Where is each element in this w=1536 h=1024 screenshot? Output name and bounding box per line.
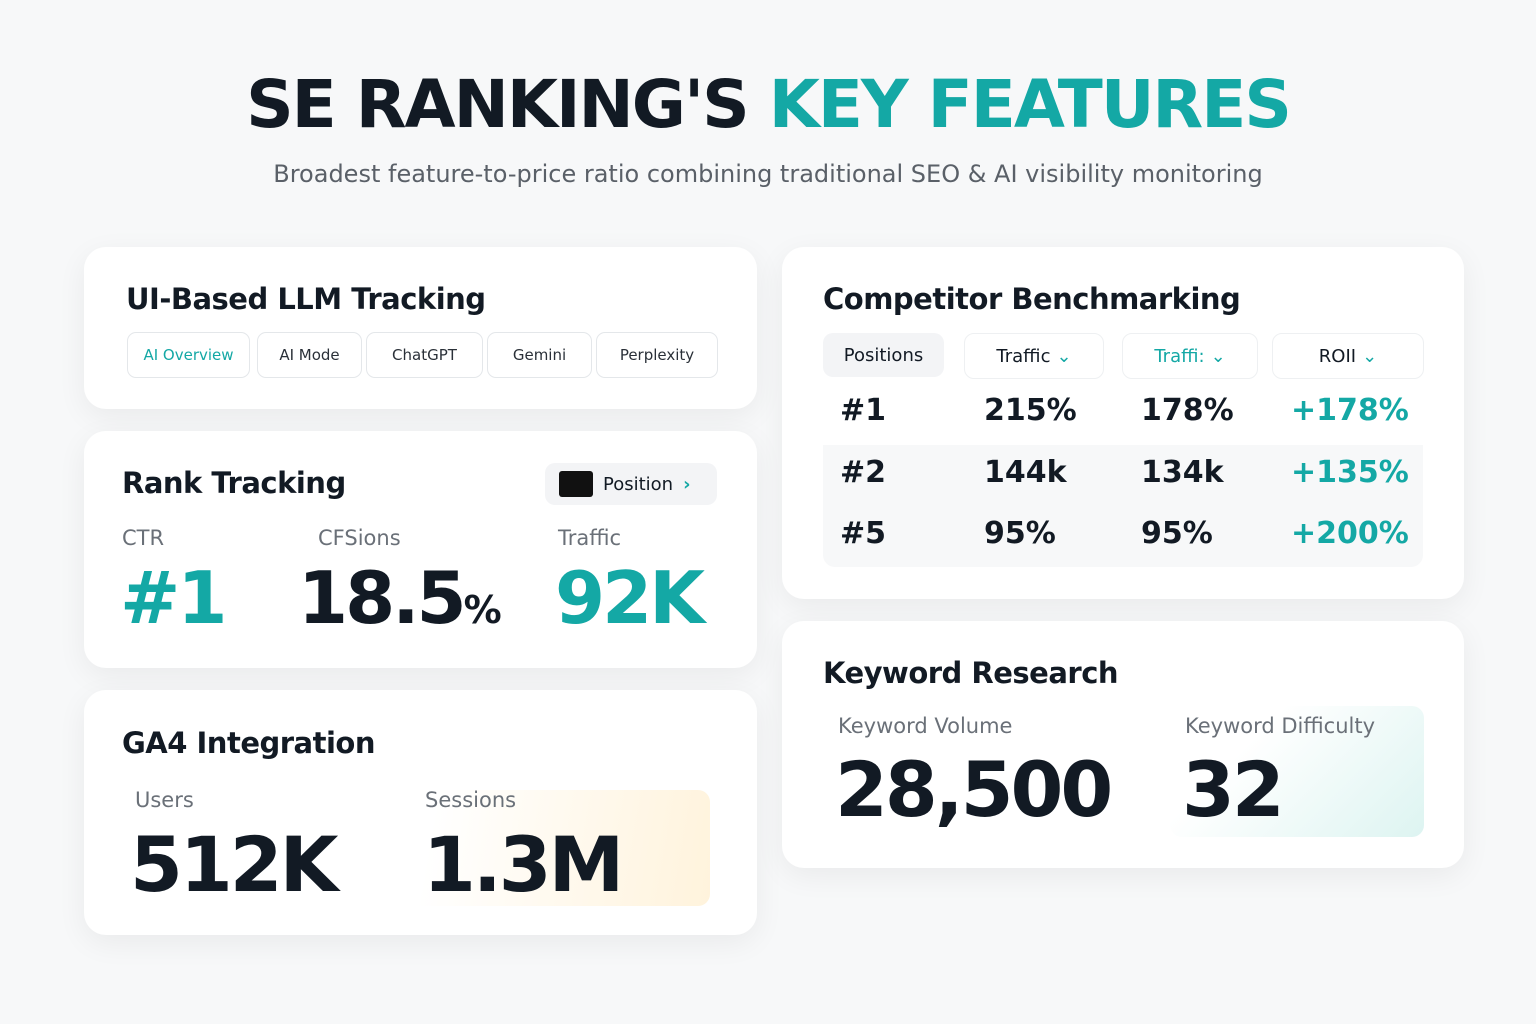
column-header[interactable]: Positions (823, 333, 944, 377)
table-cell: +178% (1291, 393, 1409, 428)
metric-value: 1.3M (423, 820, 624, 909)
table-cell: #2 (840, 455, 887, 490)
button-label: Position (603, 473, 674, 495)
chevron: › (683, 473, 691, 495)
column-header[interactable]: Traffic ⌄ (964, 333, 1104, 379)
chevron: ⌄ (1362, 345, 1378, 367)
table-cell: 144k (984, 455, 1067, 490)
tab-label: AI Overview (143, 346, 234, 364)
card-title: Keyword Research (823, 656, 1119, 690)
header-label: Traffic (996, 345, 1051, 367)
chevron: ⌄ (1210, 345, 1226, 367)
metric-label: Users (135, 788, 194, 812)
card-title: GA4 Integration (122, 726, 376, 760)
metric-value: 92K (555, 556, 705, 640)
header-label: Positions (843, 344, 924, 366)
table-cell: 134k (1141, 455, 1224, 490)
table-band (823, 445, 1423, 567)
title-dark: SE RANKING'S (246, 66, 750, 143)
metric-label: Keyword Volume (838, 714, 1013, 738)
tab[interactable]: AI Mode (257, 332, 362, 378)
metric-value: 18.5% (298, 556, 502, 640)
metric-label: Keyword Difficulty (1185, 714, 1376, 738)
table-cell: #5 (840, 516, 887, 551)
metric-label: CTR (122, 526, 165, 550)
table-cell: 95% (984, 516, 1056, 551)
metric-value: 512K (130, 820, 339, 909)
tab-label: ChatGPT (392, 346, 457, 364)
unit: % (463, 588, 502, 632)
title: SE RANKING'S KEY FEATURES (0, 66, 1536, 143)
tab[interactable]: ChatGPT (366, 332, 483, 378)
tab[interactable]: Perplexity (596, 332, 718, 378)
table-cell: 95% (1141, 516, 1213, 551)
tab[interactable]: Gemini (487, 332, 592, 378)
tab-label: Perplexity (619, 346, 695, 364)
table-cell: 215% (984, 393, 1077, 428)
header-label: ROII (1318, 345, 1357, 367)
llm-card (84, 247, 757, 409)
metric-value: #1 (120, 556, 227, 640)
table-cell: 178% (1141, 393, 1234, 428)
tab-label: AI Mode (279, 346, 340, 364)
card-title: Competitor Benchmarking (823, 282, 1241, 316)
column-header[interactable]: ROII ⌄ (1272, 333, 1424, 379)
highlight (405, 790, 710, 906)
tab[interactable]: AI Overview (127, 332, 250, 378)
icon (559, 471, 593, 497)
metric-label: CFSions (318, 526, 401, 550)
chevron: ⌄ (1056, 345, 1072, 367)
position-button[interactable]: Position › (545, 463, 717, 505)
table-cell: #1 (840, 393, 887, 428)
subtitle: Broadest feature-to-price ratio combinin… (273, 160, 1263, 188)
highlight (1170, 706, 1424, 837)
card-title: Rank Tracking (122, 466, 346, 500)
column-header[interactable]: Traffi: ⌄ (1122, 333, 1258, 379)
header-label: Traffi: (1154, 345, 1205, 367)
metric-value: 32 (1182, 745, 1285, 834)
metric-label: Traffic (558, 526, 622, 550)
value: 18.5 (298, 556, 467, 640)
table-cell: +135% (1291, 455, 1409, 490)
tab-label: Gemini (512, 346, 567, 364)
table-cell: +200% (1291, 516, 1409, 551)
title-accent: KEY FEATURES (768, 66, 1292, 143)
card-title: UI-Based LLM Tracking (126, 282, 486, 316)
metric-label: Sessions (425, 788, 517, 812)
metric-value: 28,500 (835, 745, 1113, 834)
